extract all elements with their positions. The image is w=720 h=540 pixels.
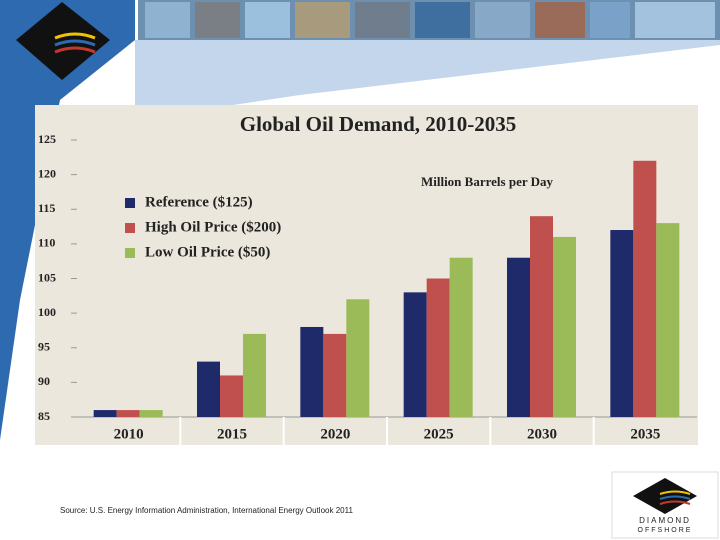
logo-diamond xyxy=(633,478,697,514)
legend-swatch xyxy=(125,248,135,258)
bar xyxy=(426,278,450,417)
photo xyxy=(145,2,190,38)
photo xyxy=(590,2,630,38)
y-tick-label: 100 xyxy=(38,305,56,319)
bar xyxy=(139,410,163,417)
logo-bottom: DIAMOND OFFSHORE xyxy=(611,471,719,539)
logo-top xyxy=(16,2,110,80)
y-tick-label: 120 xyxy=(38,166,56,180)
blue-shape xyxy=(0,0,135,440)
photo xyxy=(195,2,240,38)
photo-strip xyxy=(138,0,720,40)
legend-label: Low Oil Price ($50) xyxy=(145,244,270,260)
bar xyxy=(323,333,347,417)
x-tick-label: 2020 xyxy=(320,426,350,442)
y-tick-label: 110 xyxy=(38,236,55,250)
legend-swatch xyxy=(125,198,135,208)
x-tick-label: 2025 xyxy=(424,426,454,442)
y-tick-label: 125 xyxy=(38,132,56,146)
chart-title: Global Oil Demand, 2010-2035 xyxy=(240,112,517,136)
y-tick-label: 115 xyxy=(38,201,55,215)
x-tick-label: 2010 xyxy=(114,426,144,442)
logo-stripe xyxy=(659,490,691,495)
bar xyxy=(243,333,266,417)
bar xyxy=(633,160,657,417)
logo-stripe xyxy=(54,32,96,40)
legend-swatch xyxy=(125,223,135,233)
bar xyxy=(530,216,553,417)
x-tick-label: 2030 xyxy=(527,426,557,442)
photo xyxy=(475,2,530,38)
logo-stripe xyxy=(54,46,96,54)
bar xyxy=(449,257,473,417)
photo xyxy=(245,2,290,38)
photo xyxy=(535,2,585,38)
bar xyxy=(507,257,530,417)
logo-stripe xyxy=(659,495,691,500)
y-tick-label: 85 xyxy=(38,409,50,423)
bar xyxy=(610,230,634,417)
photo xyxy=(635,2,715,38)
y-tick-label: 105 xyxy=(38,270,56,284)
x-tick-label: 2015 xyxy=(217,426,247,442)
chart: 85 90 95 100 105 110 115 120 125 2010 2015 2020 2025… xyxy=(38,132,697,445)
bar xyxy=(220,375,243,417)
bar xyxy=(116,410,140,417)
axis-annotation: Million Barrels per Day xyxy=(421,174,554,189)
y-tick-label: 90 xyxy=(38,374,50,388)
bar xyxy=(93,410,117,417)
legend-label: Reference ($125) xyxy=(145,194,253,210)
logo-stripe xyxy=(54,39,96,47)
bar xyxy=(403,292,427,417)
photo xyxy=(415,2,470,38)
light-blue-band xyxy=(135,40,720,110)
bar xyxy=(346,299,370,417)
x-tick-label: 2035 xyxy=(630,426,660,442)
photo xyxy=(295,2,350,38)
legend-label: High Oil Price ($200) xyxy=(145,219,281,235)
bar xyxy=(197,361,220,417)
photo xyxy=(355,2,410,38)
y-tick-label: 95 xyxy=(38,340,50,354)
logo-text: DIAMOND xyxy=(639,516,691,525)
bar xyxy=(656,223,680,417)
logo-stripe xyxy=(659,500,691,505)
source-note: Source: U.S. Energy Information Administ… xyxy=(60,506,353,515)
logo-text: OFFSHORE xyxy=(638,527,693,534)
bar xyxy=(300,326,324,417)
bar xyxy=(553,236,576,417)
